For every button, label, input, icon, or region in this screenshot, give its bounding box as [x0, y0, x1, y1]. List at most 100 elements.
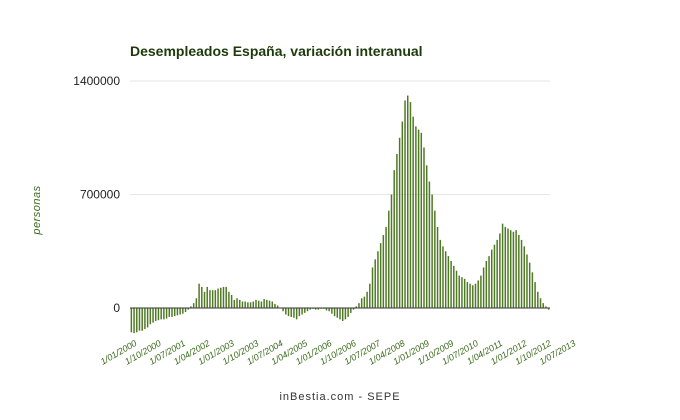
bar [230, 295, 233, 308]
bar [247, 302, 249, 308]
bar [228, 291, 230, 308]
bar [201, 286, 203, 308]
bar [439, 239, 441, 308]
bar [493, 244, 496, 308]
bar [203, 291, 206, 308]
bar [501, 223, 504, 308]
bar [325, 308, 328, 311]
bar [347, 308, 349, 317]
grid-lines [130, 80, 550, 195]
bar [317, 308, 320, 310]
bar [369, 283, 371, 308]
bar [241, 301, 244, 308]
bar [239, 299, 241, 308]
bar [304, 308, 306, 313]
bar [374, 259, 376, 308]
bar [431, 194, 433, 308]
bar [217, 288, 219, 308]
bar [420, 132, 423, 308]
bar [141, 308, 143, 331]
bar [198, 283, 200, 308]
bar [173, 308, 176, 317]
bar [509, 230, 512, 308]
bar [366, 291, 368, 308]
bar [377, 251, 379, 308]
bar [287, 308, 290, 317]
bar [339, 308, 341, 320]
bar [436, 226, 439, 308]
y-tick-label: 700000 [80, 188, 120, 202]
bar [458, 275, 460, 308]
bar [274, 303, 276, 308]
bar [499, 233, 501, 308]
bar [331, 308, 333, 314]
bar [192, 303, 195, 308]
bar [138, 308, 141, 331]
bar [417, 129, 420, 308]
bar [249, 302, 252, 308]
bar [407, 95, 409, 308]
bar [171, 308, 173, 317]
bar [537, 291, 539, 308]
bar [176, 308, 179, 316]
bar [257, 300, 260, 308]
bar [450, 260, 452, 308]
bar [301, 308, 303, 315]
x-axis-ticks: 1/01/20001/10/20001/07/20011/04/20021/01… [99, 338, 578, 367]
bar [333, 308, 336, 317]
bar [220, 287, 222, 308]
bar [507, 228, 509, 308]
bar [469, 283, 471, 308]
bar [209, 290, 211, 308]
bar [398, 137, 401, 308]
bar [133, 308, 135, 334]
bar [444, 251, 447, 308]
bar [306, 308, 309, 312]
bar [271, 301, 273, 308]
bar [488, 256, 490, 308]
bar [474, 283, 477, 308]
bar [255, 299, 257, 308]
bar [477, 280, 479, 308]
bars [130, 95, 550, 334]
bar [415, 126, 417, 309]
chart-title: Desempleados España, variación interanua… [130, 43, 423, 59]
bar [447, 256, 450, 308]
bar [480, 275, 482, 308]
bar [526, 254, 528, 308]
bar [276, 305, 279, 308]
bar [152, 308, 154, 323]
bar [404, 100, 406, 309]
bar [328, 308, 330, 312]
bar [423, 147, 425, 308]
bar [355, 306, 357, 308]
bar [472, 285, 474, 308]
bar [409, 102, 412, 308]
bar [344, 308, 347, 320]
bar [545, 306, 547, 308]
bar [282, 308, 284, 312]
bar [360, 298, 363, 308]
bar [268, 300, 271, 308]
bar [184, 308, 187, 313]
bar [428, 181, 431, 308]
bar [482, 267, 485, 308]
bar [518, 235, 520, 308]
bar [187, 308, 189, 310]
bar [371, 267, 374, 308]
bar [298, 308, 301, 317]
bar [195, 298, 198, 308]
bar [358, 303, 360, 308]
y-tick-label: 1400000 [73, 74, 120, 88]
bar [534, 282, 536, 308]
bar [190, 306, 192, 308]
bar [512, 231, 515, 308]
bar [542, 303, 544, 308]
bar [515, 230, 517, 308]
bar [434, 210, 436, 308]
bar [350, 308, 352, 313]
bar [425, 165, 428, 308]
bar [336, 308, 339, 318]
bar [341, 308, 344, 321]
bar [225, 286, 227, 308]
